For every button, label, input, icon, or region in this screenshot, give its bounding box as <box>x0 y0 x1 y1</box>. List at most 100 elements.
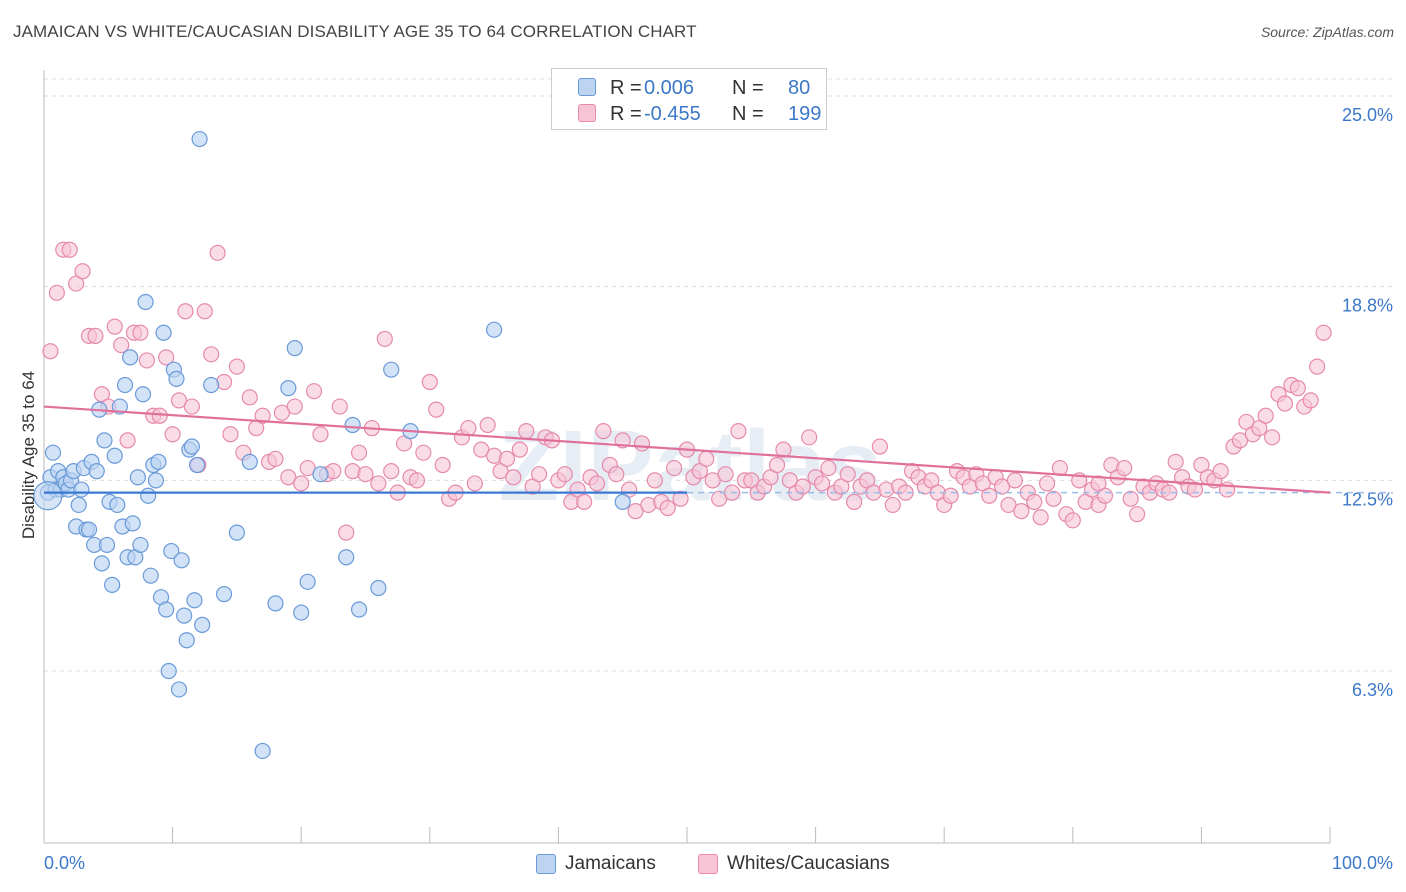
data-point-whites <box>338 524 355 541</box>
data-point-whites <box>1122 490 1139 507</box>
data-point-whites <box>556 466 573 483</box>
data-point-whites <box>1167 453 1184 471</box>
data-point-whites <box>370 475 387 492</box>
data-point-whites <box>588 475 606 492</box>
data-point-whites <box>1090 475 1107 492</box>
legend-swatch-pink <box>698 854 718 874</box>
data-point-whites <box>711 490 728 507</box>
legend-label: Whites/Caucasians <box>727 853 890 874</box>
data-point-jamaicans <box>486 321 503 338</box>
data-point-jamaicans <box>109 496 126 514</box>
data-point-whites <box>981 487 998 504</box>
data-point-whites <box>428 401 445 418</box>
data-point-jamaicans <box>350 601 368 618</box>
data-point-jamaicans <box>186 592 203 609</box>
data-point-whites <box>1289 380 1306 397</box>
data-point-jamaicans <box>150 453 167 471</box>
data-point-jamaicans <box>344 416 361 434</box>
data-point-whites <box>659 499 676 517</box>
data-point-whites <box>241 389 258 406</box>
data-point-whites <box>350 444 368 461</box>
data-point-whites <box>151 407 168 424</box>
data-point-whites <box>1116 459 1133 477</box>
data-point-whites <box>119 432 136 449</box>
y-tick-label: 12.5% <box>1342 489 1393 509</box>
data-point-jamaicans <box>286 340 303 357</box>
data-point-whites <box>479 416 496 434</box>
data-point-whites <box>1038 475 1056 492</box>
data-point-jamaicans <box>188 456 206 474</box>
source-label: Source: ZipAtlas.com <box>1260 24 1394 40</box>
data-point-whites <box>768 456 786 474</box>
data-point-whites <box>1257 407 1274 424</box>
data-point-whites <box>254 407 271 424</box>
data-point-whites <box>466 475 483 492</box>
data-point-jamaicans <box>178 632 195 649</box>
data-point-whites <box>312 426 329 443</box>
data-point-whites <box>132 324 149 341</box>
data-point-whites <box>267 450 284 467</box>
data-point-whites <box>1264 429 1281 446</box>
data-point-whites <box>511 441 528 458</box>
data-point-whites <box>293 475 310 492</box>
data-point-whites <box>608 466 625 483</box>
data-point-whites <box>666 459 683 477</box>
data-point-whites <box>1309 358 1326 375</box>
data-point-whites <box>434 456 451 474</box>
legend-swatch-blue <box>536 854 556 874</box>
data-point-jamaicans <box>228 524 245 541</box>
data-point-whites <box>1212 463 1229 480</box>
watermark: ZIPatlas <box>498 410 882 522</box>
data-point-whites <box>473 441 490 458</box>
r-label: R = <box>610 103 642 125</box>
data-point-jamaicans <box>80 521 98 538</box>
data-point-jamaicans <box>104 576 121 594</box>
data-point-whites <box>801 429 818 446</box>
data-point-whites <box>1231 432 1249 449</box>
data-point-jamaicans <box>191 130 208 148</box>
chart-title: JAMAICAN VS WHITE/CAUCASIAN DISABILITY A… <box>13 22 697 41</box>
data-point-jamaicans <box>194 616 211 633</box>
data-point-whites <box>222 426 239 443</box>
data-point-jamaicans <box>173 552 190 569</box>
data-point-whites <box>1302 392 1319 409</box>
data-point-whites <box>627 503 644 520</box>
x-tick-label: 100.0% <box>1332 853 1393 873</box>
data-point-whites <box>209 244 226 261</box>
data-point-jamaicans <box>129 469 146 486</box>
data-point-whites <box>942 487 959 504</box>
data-point-whites <box>498 450 516 467</box>
data-point-jamaicans <box>168 370 185 387</box>
data-point-jamaicans <box>241 453 258 471</box>
jamaicans-points <box>33 130 631 760</box>
data-point-jamaicans <box>147 472 164 489</box>
data-point-whites <box>273 404 291 421</box>
data-point-jamaicans <box>132 536 149 554</box>
data-point-whites <box>1013 503 1030 520</box>
y-tick-label: 25.0% <box>1342 105 1393 125</box>
data-point-whites <box>1315 324 1332 341</box>
data-point-whites <box>383 463 400 480</box>
data-point-whites <box>177 303 194 320</box>
data-point-jamaicans <box>155 324 172 341</box>
legend-swatch-blue <box>578 78 596 96</box>
n-label: N = <box>732 77 764 99</box>
data-point-whites <box>820 459 837 477</box>
data-point-whites <box>1006 472 1024 489</box>
data-point-whites <box>531 466 548 483</box>
data-point-whites <box>595 423 612 440</box>
data-point-jamaicans <box>160 662 177 680</box>
data-point-whites <box>884 496 901 514</box>
data-point-jamaicans <box>116 376 134 394</box>
data-point-whites <box>113 336 130 354</box>
data-point-whites <box>730 423 747 440</box>
data-point-jamaicans <box>33 481 63 511</box>
data-point-whites <box>158 349 175 366</box>
x-tick-label: 0.0% <box>44 853 85 873</box>
data-point-whites <box>839 466 856 483</box>
data-point-whites <box>1026 493 1043 510</box>
data-point-jamaicans <box>312 466 329 483</box>
data-point-whites <box>698 450 715 467</box>
data-point-jamaicans <box>383 361 400 378</box>
